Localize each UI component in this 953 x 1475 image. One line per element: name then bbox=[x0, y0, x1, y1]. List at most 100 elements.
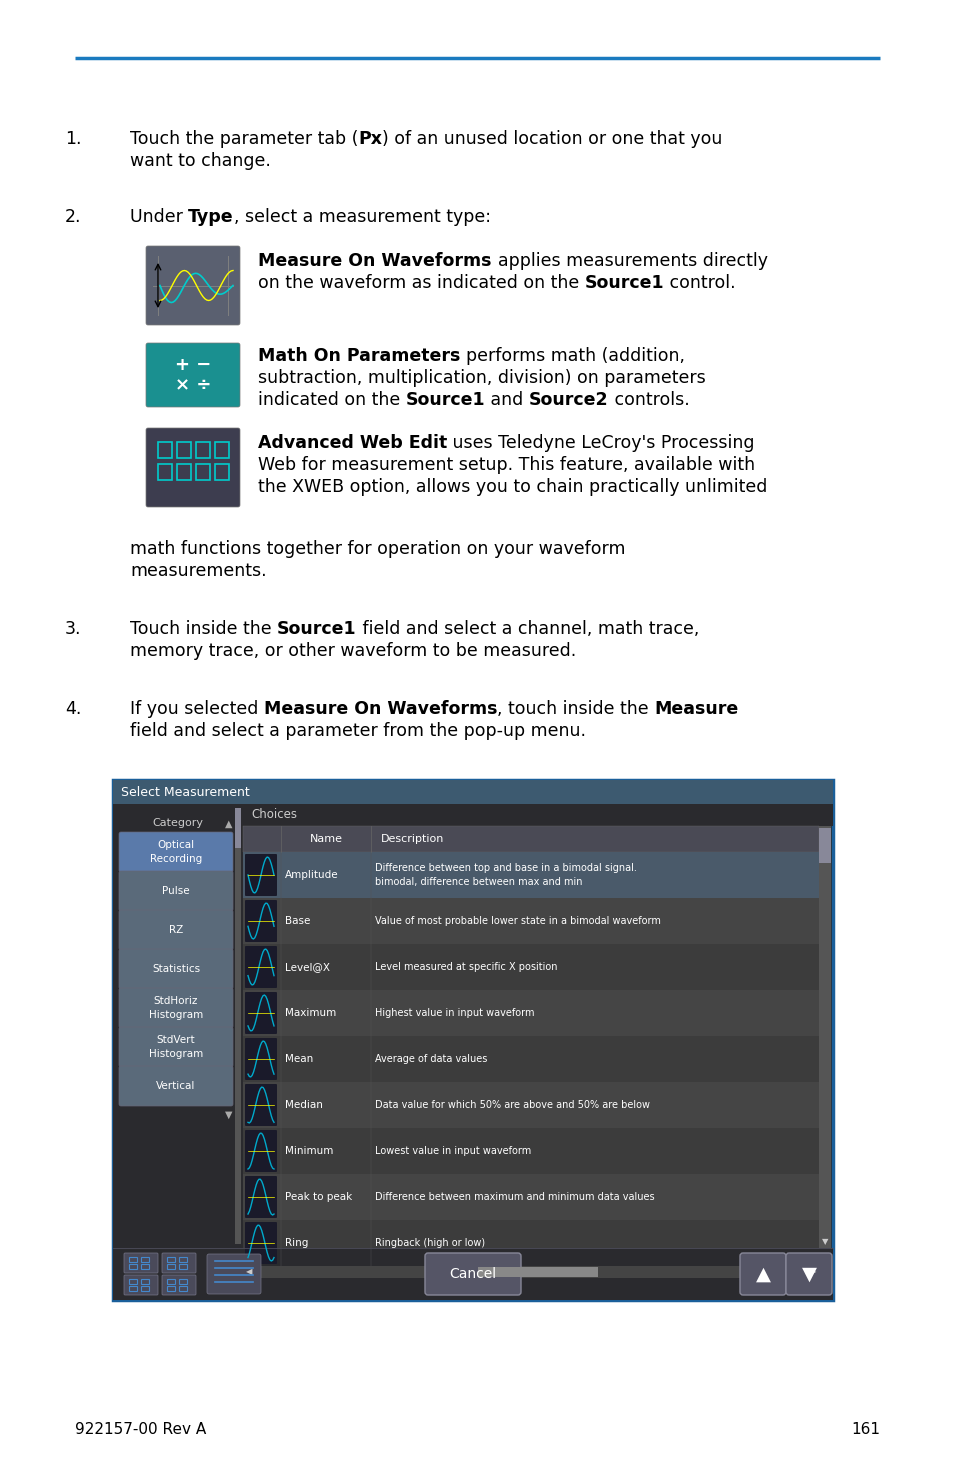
Text: ◀: ◀ bbox=[246, 1267, 252, 1276]
Text: Level measured at specific X position: Level measured at specific X position bbox=[375, 962, 557, 972]
Text: ▲: ▲ bbox=[755, 1264, 770, 1283]
Text: Name: Name bbox=[309, 833, 342, 844]
Bar bbox=[243, 898, 818, 944]
Text: RZ: RZ bbox=[169, 925, 183, 935]
Bar bbox=[243, 1220, 818, 1266]
Text: and: and bbox=[485, 391, 529, 409]
Text: Advanced Web Edit: Advanced Web Edit bbox=[257, 434, 447, 451]
Text: Histogram: Histogram bbox=[149, 1010, 203, 1021]
Text: memory trace, or other waveform to be measured.: memory trace, or other waveform to be me… bbox=[130, 642, 576, 659]
Text: Level@X: Level@X bbox=[285, 962, 330, 972]
Text: Recording: Recording bbox=[150, 854, 202, 864]
Text: Choices: Choices bbox=[251, 808, 296, 822]
Text: Type: Type bbox=[188, 208, 233, 226]
Bar bbox=[167, 1257, 174, 1263]
Text: Lowest value in input waveform: Lowest value in input waveform bbox=[375, 1146, 531, 1156]
Bar bbox=[112, 804, 243, 1248]
FancyBboxPatch shape bbox=[119, 1027, 233, 1066]
Bar bbox=[243, 1266, 818, 1277]
Text: Source2: Source2 bbox=[529, 391, 608, 409]
Text: Category: Category bbox=[152, 819, 203, 827]
Text: field and select a parameter from the pop-up menu.: field and select a parameter from the po… bbox=[130, 721, 585, 740]
FancyBboxPatch shape bbox=[119, 948, 233, 990]
Text: Amplitude: Amplitude bbox=[285, 870, 338, 881]
FancyBboxPatch shape bbox=[146, 246, 240, 324]
Text: control.: control. bbox=[663, 274, 735, 292]
Text: ) of an unused location or one that you: ) of an unused location or one that you bbox=[382, 130, 722, 148]
FancyBboxPatch shape bbox=[245, 1221, 276, 1264]
Text: Median: Median bbox=[285, 1100, 322, 1111]
Text: Source1: Source1 bbox=[405, 391, 485, 409]
Text: ▲: ▲ bbox=[225, 819, 233, 829]
Bar bbox=[214, 465, 229, 479]
Text: Value of most probable lower state in a bimodal waveform: Value of most probable lower state in a … bbox=[375, 916, 660, 926]
Bar bbox=[243, 1128, 818, 1174]
Text: Statistics: Statistics bbox=[152, 965, 200, 974]
Text: Ringback (high or low): Ringback (high or low) bbox=[375, 1238, 485, 1248]
Text: × ÷: × ÷ bbox=[174, 376, 211, 394]
Bar bbox=[112, 1248, 832, 1299]
Text: Touch the parameter tab (: Touch the parameter tab ( bbox=[130, 130, 358, 148]
Text: Histogram: Histogram bbox=[149, 1049, 203, 1059]
Text: Difference between top and base in a bimodal signal.: Difference between top and base in a bim… bbox=[375, 863, 637, 873]
Bar bbox=[243, 1083, 818, 1128]
Text: Math On Parameters: Math On Parameters bbox=[257, 347, 466, 364]
Text: applies measurements directly: applies measurements directly bbox=[497, 252, 767, 270]
FancyBboxPatch shape bbox=[124, 1274, 158, 1295]
Text: uses Teledyne LeCroy's Processing: uses Teledyne LeCroy's Processing bbox=[447, 434, 754, 451]
Bar bbox=[177, 465, 191, 479]
Bar bbox=[234, 808, 241, 848]
FancyBboxPatch shape bbox=[119, 910, 233, 950]
Bar bbox=[167, 1279, 174, 1285]
Bar bbox=[179, 1264, 187, 1268]
FancyBboxPatch shape bbox=[119, 872, 233, 912]
Text: math functions together for operation on your waveform: math functions together for operation on… bbox=[130, 540, 625, 558]
Bar bbox=[195, 442, 210, 459]
FancyBboxPatch shape bbox=[245, 945, 276, 988]
Text: Pulse: Pulse bbox=[162, 886, 190, 895]
FancyBboxPatch shape bbox=[124, 1252, 158, 1273]
FancyBboxPatch shape bbox=[245, 1038, 276, 1080]
Text: want to change.: want to change. bbox=[130, 152, 271, 170]
FancyBboxPatch shape bbox=[162, 1252, 195, 1273]
FancyBboxPatch shape bbox=[119, 832, 233, 872]
FancyBboxPatch shape bbox=[245, 1130, 276, 1173]
Text: Source1: Source1 bbox=[276, 620, 356, 639]
Bar bbox=[214, 442, 229, 459]
FancyBboxPatch shape bbox=[245, 900, 276, 943]
Text: ▼: ▼ bbox=[225, 1111, 233, 1120]
Bar bbox=[112, 780, 832, 1299]
Bar bbox=[243, 804, 832, 826]
FancyBboxPatch shape bbox=[162, 1274, 195, 1295]
Text: 922157-00 Rev A: 922157-00 Rev A bbox=[75, 1422, 206, 1438]
Bar bbox=[112, 780, 832, 804]
Text: Measure On Waveforms: Measure On Waveforms bbox=[257, 252, 497, 270]
Bar bbox=[141, 1264, 149, 1268]
Text: on the waveform as indicated on the: on the waveform as indicated on the bbox=[257, 274, 584, 292]
FancyBboxPatch shape bbox=[785, 1252, 831, 1295]
Text: Mean: Mean bbox=[285, 1055, 313, 1063]
FancyBboxPatch shape bbox=[146, 428, 240, 507]
FancyBboxPatch shape bbox=[424, 1252, 520, 1295]
Text: measurements.: measurements. bbox=[130, 562, 266, 580]
Text: bimodal, difference between max and min: bimodal, difference between max and min bbox=[375, 878, 582, 886]
FancyBboxPatch shape bbox=[119, 988, 233, 1028]
Text: Average of data values: Average of data values bbox=[375, 1055, 487, 1063]
Text: Measure On Waveforms: Measure On Waveforms bbox=[264, 701, 497, 718]
Bar bbox=[243, 1174, 818, 1220]
FancyBboxPatch shape bbox=[119, 1066, 233, 1106]
Bar bbox=[477, 1267, 598, 1277]
Text: If you selected: If you selected bbox=[130, 701, 264, 718]
Text: the XWEB option, allows you to chain practically unlimited: the XWEB option, allows you to chain pra… bbox=[257, 478, 766, 496]
Bar bbox=[177, 442, 191, 459]
Text: 1.: 1. bbox=[65, 130, 81, 148]
FancyBboxPatch shape bbox=[207, 1254, 261, 1294]
Text: , touch inside the: , touch inside the bbox=[497, 701, 654, 718]
FancyBboxPatch shape bbox=[245, 993, 276, 1034]
Text: Select Measurement: Select Measurement bbox=[121, 786, 250, 798]
Text: 161: 161 bbox=[850, 1422, 879, 1438]
Text: ▼: ▼ bbox=[821, 1238, 827, 1246]
Text: Highest value in input waveform: Highest value in input waveform bbox=[375, 1007, 534, 1018]
Bar bbox=[129, 1257, 137, 1263]
Text: Data value for which 50% are above and 50% are below: Data value for which 50% are above and 5… bbox=[375, 1100, 649, 1111]
